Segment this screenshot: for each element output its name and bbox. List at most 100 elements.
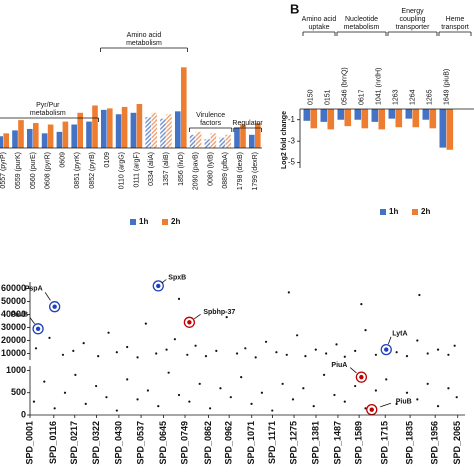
point bbox=[405, 355, 409, 358]
point bbox=[322, 373, 326, 377]
x-tick-label: SPD_1071 bbox=[246, 421, 256, 465]
x-tick-label: SPD_0645 bbox=[158, 421, 168, 465]
y-tick-label: 60000 bbox=[1, 283, 26, 293]
x-tick-label: SPD_1487 bbox=[332, 421, 342, 465]
bar bbox=[71, 124, 77, 148]
point bbox=[395, 351, 398, 354]
x-tick-label: 0617 bbox=[358, 89, 365, 105]
point bbox=[416, 398, 419, 401]
x-tick-label: 1649 (piuB) bbox=[443, 69, 450, 105]
point bbox=[285, 353, 288, 356]
bar bbox=[446, 109, 454, 150]
y-tick-label: 20000 bbox=[1, 335, 26, 345]
legend-swatch bbox=[130, 219, 136, 225]
legend-label: 2h bbox=[171, 217, 180, 226]
group-label: uptake bbox=[308, 24, 329, 31]
bar bbox=[204, 139, 211, 148]
point bbox=[146, 389, 150, 392]
x-tick-label: 0109 bbox=[104, 152, 111, 168]
point bbox=[418, 293, 421, 297]
bar bbox=[422, 109, 430, 120]
highlight-point bbox=[52, 304, 57, 309]
bar bbox=[337, 109, 345, 120]
point bbox=[364, 329, 367, 332]
point bbox=[34, 347, 38, 350]
y-tick-label: 40000 bbox=[1, 309, 26, 319]
point bbox=[302, 387, 305, 390]
point bbox=[395, 402, 398, 405]
x-tick-label: 1357 (aliB) bbox=[163, 152, 170, 186]
group-label: Regulator bbox=[232, 120, 263, 127]
x-tick-label: 0559 (purK) bbox=[15, 152, 22, 189]
point bbox=[343, 400, 346, 403]
bar bbox=[439, 109, 447, 148]
bar bbox=[3, 133, 9, 148]
bar bbox=[354, 109, 362, 120]
x-tick-label: 0851 (pyrK) bbox=[74, 152, 81, 189]
x-tick-label: SPD_0430 bbox=[113, 421, 123, 465]
y-tick-label: 1000 bbox=[6, 365, 26, 375]
legend-swatch bbox=[380, 209, 386, 215]
group-label: Pyr/Pur bbox=[36, 102, 60, 109]
point bbox=[260, 391, 264, 394]
bar bbox=[92, 105, 98, 148]
x-tick-label: SPD_0749 bbox=[179, 421, 189, 465]
bar bbox=[255, 123, 261, 148]
annotation-arrow bbox=[387, 336, 392, 345]
bar bbox=[107, 108, 113, 148]
x-tick-label: 0557 (pyrP) bbox=[0, 152, 7, 189]
x-tick-label: SPD_0217 bbox=[69, 421, 79, 465]
x-tick-label: SPD_1275 bbox=[288, 421, 298, 465]
x-tick-label: 0110 (argG) bbox=[119, 152, 126, 189]
y-tick-label: 50000 bbox=[1, 296, 26, 306]
point bbox=[354, 349, 357, 352]
bar bbox=[160, 118, 166, 148]
x-tick-label: SPD_0001 bbox=[24, 421, 34, 465]
legend-swatch bbox=[162, 219, 168, 225]
x-tick-label: 0560 (purE) bbox=[30, 152, 37, 189]
x-tick-label: 0546 (brnQ) bbox=[341, 67, 348, 105]
point bbox=[314, 348, 317, 351]
bar bbox=[77, 112, 83, 148]
bar bbox=[429, 109, 437, 129]
point bbox=[155, 352, 158, 355]
bar bbox=[219, 137, 225, 148]
point bbox=[455, 396, 458, 399]
bar bbox=[0, 136, 3, 148]
group-label: Amino acid bbox=[302, 16, 337, 23]
point bbox=[53, 407, 56, 410]
annotation: PspA bbox=[25, 286, 43, 293]
point bbox=[48, 336, 51, 339]
bar bbox=[101, 109, 107, 148]
bar bbox=[145, 117, 151, 148]
x-tick-label: 1041 (nrdH) bbox=[375, 68, 382, 105]
x-tick-label: SPD_1715 bbox=[380, 421, 390, 465]
x-tick-label: 0334 (aliA) bbox=[148, 152, 155, 186]
group-label: transport bbox=[441, 24, 469, 31]
x-tick-label: SPD_1956 bbox=[430, 421, 440, 465]
annotation: LytA bbox=[392, 330, 407, 337]
point bbox=[385, 378, 388, 381]
group-label: metabolism bbox=[30, 110, 66, 117]
bar bbox=[395, 109, 403, 128]
point bbox=[275, 351, 278, 354]
group-label: Virulence bbox=[196, 112, 225, 119]
x-tick-label: 0609 bbox=[59, 152, 66, 168]
x-tick-label: 1263 bbox=[392, 89, 399, 105]
point bbox=[177, 393, 181, 397]
bar bbox=[240, 124, 246, 148]
bar bbox=[121, 106, 128, 148]
bar bbox=[27, 128, 33, 148]
highlight-point bbox=[35, 326, 41, 331]
bar bbox=[166, 114, 172, 148]
bar bbox=[378, 109, 386, 130]
x-tick-label: 0150 bbox=[307, 89, 314, 105]
point bbox=[177, 297, 181, 300]
point bbox=[264, 340, 268, 343]
point bbox=[360, 303, 363, 306]
x-tick-label: SPD_0537 bbox=[135, 421, 145, 465]
point bbox=[436, 348, 440, 351]
highlight-point bbox=[156, 283, 161, 289]
y-tick-label: 0 bbox=[21, 409, 26, 419]
